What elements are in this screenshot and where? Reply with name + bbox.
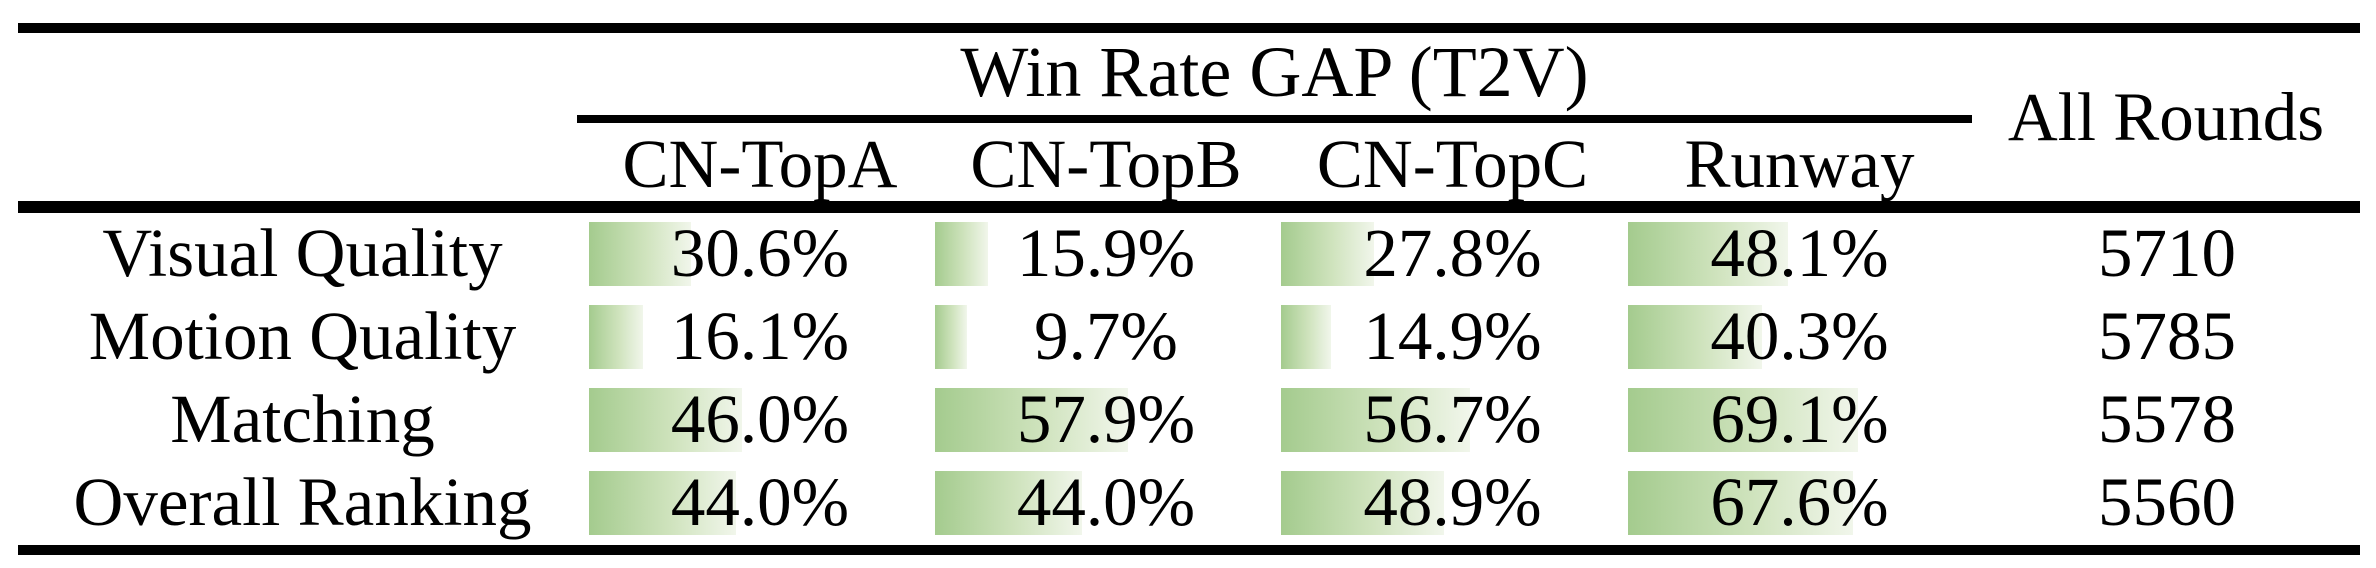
table-row-overall-ranking: Overall Ranking 44.0% 44.0% 48.9% 67.6% …	[18, 461, 2361, 544]
win-rate-bar	[589, 470, 736, 535]
bottom-rule	[18, 545, 2360, 555]
win-rate-value: 16.1%	[670, 298, 850, 374]
win-rate-value: 14.9%	[1363, 298, 1542, 374]
win-rate-value: 57.9%	[1016, 381, 1196, 457]
data-bar-cell: 15.9%	[933, 212, 1279, 295]
win-rate-value: 9.7%	[1034, 298, 1178, 374]
win-rate-value: 15.9%	[1016, 215, 1196, 291]
column-headers: CN-TopA CN-TopB CN-TopC Runway	[587, 126, 1973, 202]
data-bar-cell: 46.0%	[587, 378, 933, 461]
win-rate-bar	[1281, 221, 1374, 286]
table-row-visual-quality: Visual Quality 30.6% 15.9% 27.8% 48.1% 5…	[18, 212, 2361, 295]
data-bar-cell: 40.3%	[1626, 295, 1973, 378]
header-rule	[18, 201, 2360, 213]
win-rate-bar	[1281, 304, 1331, 369]
win-rate-value: 67.6%	[1710, 464, 1889, 540]
all-rounds-value: 5785	[2098, 298, 2236, 374]
all-rounds-value: 5710	[2098, 215, 2236, 291]
data-bar-cell: 57.9%	[933, 378, 1279, 461]
data-bar-cell: 9.7%	[933, 295, 1279, 378]
win-rate-bar	[589, 304, 643, 369]
win-rate-value: 40.3%	[1710, 298, 1889, 374]
win-rate-value: 44.0%	[1016, 464, 1196, 540]
header-group-rule	[577, 115, 1972, 123]
win-rate-value: 46.0%	[670, 381, 850, 457]
win-rate-bar	[1281, 387, 1470, 452]
win-rate-bar	[935, 387, 1128, 452]
win-rate-bar	[589, 387, 742, 452]
column-header-cn-topa: CN-TopA	[622, 125, 898, 202]
row-label: Visual Quality	[102, 215, 503, 291]
win-rate-value: 48.9%	[1363, 464, 1542, 540]
table-row-matching: Matching 46.0% 57.9% 56.7% 69.1% 5578	[18, 378, 2361, 461]
row-label: Overall Ranking	[73, 464, 532, 540]
table-row-motion-quality: Motion Quality 16.1% 9.7% 14.9% 40.3% 57…	[18, 295, 2361, 378]
win-rate-value: 48.1%	[1710, 215, 1889, 291]
data-bar-cell: 56.7%	[1279, 378, 1626, 461]
win-rate-bar	[935, 304, 967, 369]
win-rate-value: 44.0%	[670, 464, 850, 540]
column-header-runway: Runway	[1684, 125, 1915, 202]
win-rate-value: 30.6%	[670, 215, 850, 291]
data-bar-cell: 48.1%	[1626, 212, 1973, 295]
win-rate-bar	[935, 470, 1082, 535]
column-header-cn-topc: CN-TopC	[1316, 125, 1589, 202]
win-rate-bar	[589, 221, 691, 286]
all-rounds-value: 5560	[2098, 464, 2236, 540]
win-rate-value: 69.1%	[1710, 381, 1889, 457]
data-bar-cell: 44.0%	[587, 461, 933, 544]
column-header-cn-topb: CN-TopB	[970, 125, 1242, 202]
row-label: Motion Quality	[88, 298, 517, 374]
data-bar-cell: 48.9%	[1279, 461, 1626, 544]
win-rate-bar	[935, 221, 988, 286]
win-rate-bar	[1281, 470, 1444, 535]
data-bar-cell: 30.6%	[587, 212, 933, 295]
all-rounds-header: All Rounds	[2007, 78, 2325, 155]
data-bar-cell: 67.6%	[1626, 461, 1973, 544]
table-title: Win Rate GAP (T2V)	[960, 32, 1589, 112]
row-label: Matching	[170, 381, 435, 457]
data-bar-cell: 14.9%	[1279, 295, 1626, 378]
data-bar-cell: 16.1%	[587, 295, 933, 378]
win-rate-bar	[1628, 221, 1788, 286]
data-bar-cell: 44.0%	[933, 461, 1279, 544]
win-rate-value: 27.8%	[1363, 215, 1542, 291]
win-rate-bar	[1628, 304, 1762, 369]
win-rate-bar	[1628, 470, 1853, 535]
win-rate-value: 56.7%	[1363, 381, 1542, 457]
data-bar-cell: 27.8%	[1279, 212, 1626, 295]
top-rule	[18, 23, 2360, 33]
win-rate-bar	[1628, 387, 1858, 452]
all-rounds-value: 5578	[2098, 381, 2236, 457]
data-bar-cell: 69.1%	[1626, 378, 1973, 461]
